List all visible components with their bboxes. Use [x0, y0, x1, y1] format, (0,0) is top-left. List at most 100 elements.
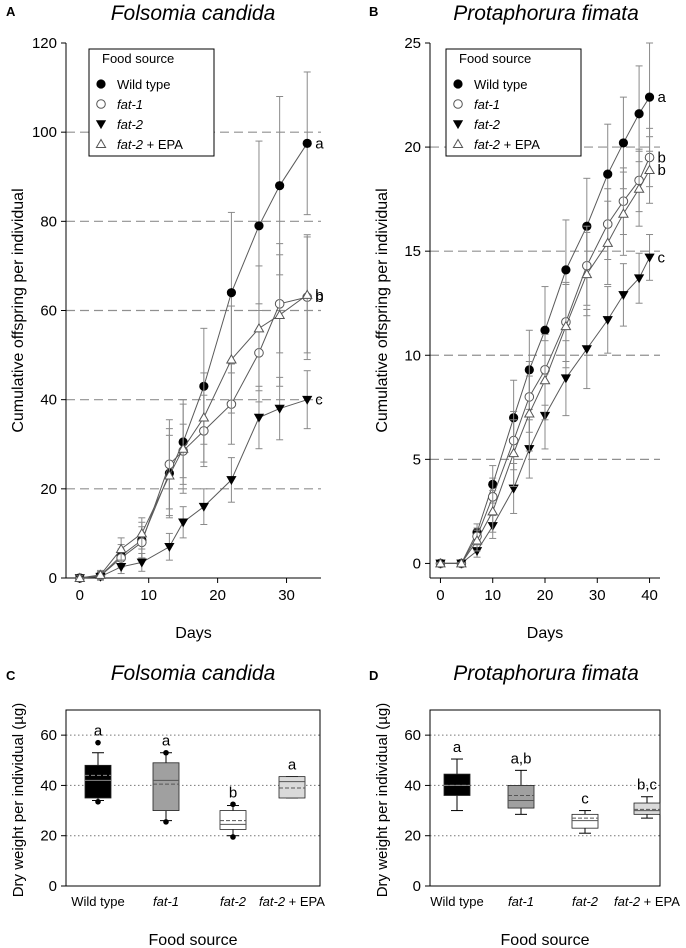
- data-point: [560, 374, 572, 384]
- category-label: fat-2 + EPA: [614, 894, 680, 909]
- significance-label: c: [581, 791, 589, 808]
- y-tick-label: 0: [49, 878, 57, 895]
- legend-marker: [95, 138, 107, 148]
- y-tick-label: 10: [404, 347, 421, 364]
- y-tick-label: 120: [32, 35, 57, 52]
- legend-entry-italic: fat-2: [117, 117, 144, 132]
- data-point: [487, 505, 499, 516]
- data-point: [94, 569, 106, 579]
- data-point: [618, 291, 629, 300]
- data-point: [539, 374, 551, 385]
- plot-frame: [429, 709, 661, 887]
- data-point: [581, 268, 593, 279]
- x-tick-label: 20: [537, 587, 554, 604]
- data-point: [226, 288, 237, 298]
- legend-entry: fat-2 + EPA: [117, 137, 183, 152]
- box-body: [219, 810, 247, 830]
- significance-label: a: [94, 723, 103, 740]
- series-line: [79, 296, 308, 579]
- legend-marker: [453, 79, 463, 89]
- x-axis-label: Days: [527, 625, 563, 642]
- box-body: [571, 813, 599, 829]
- box-fat-2: c: [571, 791, 599, 834]
- y-tick-label: 25: [404, 35, 421, 52]
- x-axis-label: Food source: [149, 932, 238, 948]
- y-tick-label: 20: [40, 828, 57, 845]
- series-fat-2-epa: b: [434, 136, 666, 568]
- series-fat-1: b: [435, 127, 666, 569]
- legend-entry-italic: fat-1: [117, 97, 143, 112]
- legend-entry-italic: fat-2: [474, 117, 501, 132]
- category-label: fat-2 + EPA: [259, 894, 325, 909]
- data-point: [302, 395, 313, 405]
- data-point: [163, 469, 175, 480]
- x-axis-label: Food source: [501, 932, 590, 948]
- data-point: [508, 447, 520, 458]
- outlier-point: [163, 819, 169, 825]
- y-tick-label: 60: [40, 727, 57, 744]
- legend-box: [88, 48, 215, 157]
- y-tick-label: 60: [40, 303, 57, 320]
- legend-entry: fat-2 + EPA: [474, 137, 540, 152]
- data-point: [198, 411, 210, 422]
- box-body: [443, 773, 471, 796]
- data-point: [602, 316, 613, 325]
- data-point: [253, 413, 265, 423]
- data-point: [225, 354, 237, 364]
- x-tick-label: 30: [278, 587, 295, 604]
- y-tick-label: 60: [404, 727, 421, 744]
- box-body: [84, 764, 112, 799]
- significance-label: a,b: [511, 750, 532, 767]
- box-fat-1: a,b: [507, 750, 535, 815]
- legend-marker: [453, 99, 463, 109]
- series-fat-2: c: [435, 234, 666, 569]
- data-point: [178, 518, 189, 528]
- x-tick-label: 10: [484, 587, 501, 604]
- box-fat-2-epa: b,c: [633, 777, 661, 819]
- x-tick-label: 20: [209, 587, 226, 604]
- box-fat-1: a: [152, 733, 180, 825]
- legend-marker: [96, 99, 106, 109]
- y-tick-label: 15: [404, 243, 421, 260]
- x-tick-label: 30: [589, 587, 606, 604]
- data-point: [115, 543, 127, 554]
- chart-title: Folsomia candida: [111, 662, 276, 685]
- y-tick-label: 0: [413, 878, 421, 895]
- data-point: [116, 563, 127, 572]
- data-point: [274, 309, 286, 319]
- y-tick-label: 0: [49, 570, 57, 587]
- legend-entry: fat-2: [474, 117, 501, 132]
- data-point: [226, 476, 237, 486]
- data-point: [471, 535, 483, 545]
- legend-entry-rest: + EPA: [500, 137, 540, 152]
- data-point: [74, 572, 86, 582]
- significance-label: b,c: [637, 777, 658, 794]
- significance-label: c: [658, 249, 666, 266]
- data-point: [540, 325, 550, 335]
- significance-label: a: [162, 733, 171, 750]
- category-label: fat-2: [220, 894, 247, 909]
- box-wild-type: a: [443, 739, 471, 812]
- data-point: [617, 208, 629, 218]
- data-point: [164, 542, 175, 552]
- y-axis-label: Dry weight per individual (µg): [10, 703, 27, 898]
- significance-label: a: [288, 757, 297, 774]
- panel-label: B: [369, 4, 378, 19]
- data-point: [275, 181, 285, 191]
- chart-title: Folsomia candida: [111, 2, 276, 25]
- x-tick-label: 40: [641, 587, 658, 604]
- panel-D: D Protaphorura fimata 0 20 40 60 Dry weight pe…: [369, 662, 680, 948]
- outlier-point: [95, 739, 101, 746]
- panel-B: B Protaphorura fimata 0 5 10 15 20 25 0 10 20 30 40 D…: [369, 2, 667, 642]
- panel-label: D: [369, 668, 378, 683]
- significance-label: b: [315, 287, 323, 304]
- significance-label: a: [453, 739, 462, 756]
- y-tick-label: 20: [404, 139, 421, 156]
- series-fat-2-epa: b: [74, 236, 324, 582]
- category-label: fat-2: [572, 894, 599, 909]
- legend-marker: [452, 138, 464, 148]
- category-label: Wild type: [71, 894, 124, 909]
- data-point: [644, 164, 656, 174]
